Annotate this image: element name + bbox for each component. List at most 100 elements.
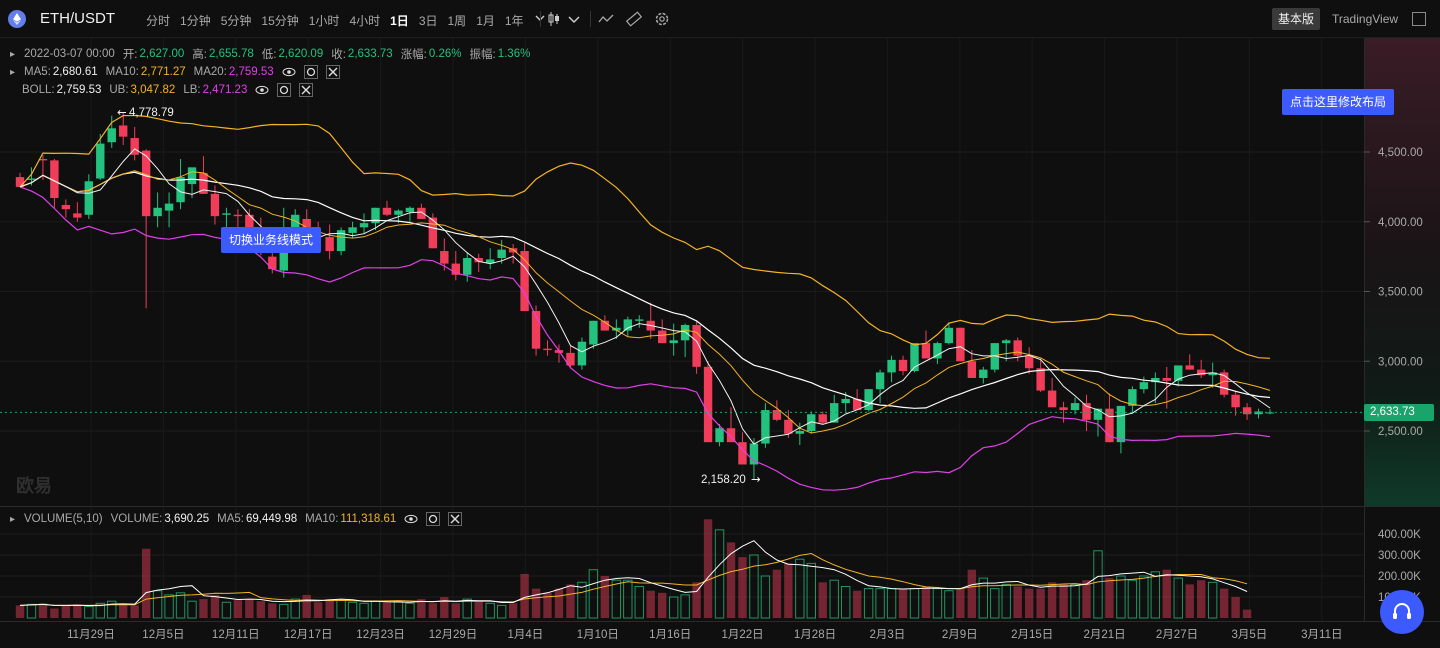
tradingview-button[interactable]: TradingView [1332,12,1399,26]
boll-mid-line [19,171,1271,409]
volume-bar [1024,588,1034,618]
volume-bar [1207,581,1218,619]
candle-body [38,158,48,161]
layout-tooltip[interactable]: 点击这里修改布局 [1282,89,1395,115]
candle-body [222,213,231,215]
symbol-title[interactable]: ETH/USDT [40,10,115,27]
interval-tab[interactable]: 1小时 [308,14,340,28]
candle-body [1070,403,1080,411]
close-value: 2,633.73 [347,48,393,60]
ma5-line [19,148,1271,445]
interval-tabs: 分时 1分钟 5分钟 15分钟 1小时 4小时 1日 3日 1周 1月 1年 [146,12,556,29]
candle-body [474,258,483,263]
interval-tab[interactable]: 1日 [390,14,409,28]
volume-bar [26,603,37,619]
chevron-down-icon[interactable] [534,12,546,29]
interval-tab[interactable]: 4小时 [349,14,381,28]
eye-icon[interactable] [404,512,418,526]
volume-bar [1059,584,1068,618]
volume-bar [347,601,358,619]
candle-body [199,172,208,194]
close-icon[interactable] [299,83,314,97]
interval-tab[interactable]: 1年 [504,14,524,28]
close-icon[interactable] [325,65,340,79]
collapse-caret-icon[interactable]: ▸ [10,513,16,525]
interval-tab[interactable]: 1月 [476,14,495,28]
ma20-value: 2,759.53 [228,66,274,78]
candle-body [1151,377,1160,383]
candle-body [864,389,873,411]
date-axis-label: 12月29日 [429,629,478,641]
volume-ma10-label: MA10: [305,513,339,525]
volume-bar [577,581,587,619]
candle-body [715,428,724,443]
volume-bar [1013,586,1022,618]
date-axis-label: 3月11日 [1301,629,1342,641]
date-axis-label: 3月5日 [1232,629,1268,641]
eye-icon[interactable] [255,83,269,97]
chevron-down-icon[interactable] [566,11,582,27]
ma20-label: MA20: [193,66,227,78]
volume-bar [875,588,885,619]
volume-bar [474,601,483,618]
volume-bar [668,596,679,619]
candle-body [738,442,747,465]
date-axis-label: 2月27日 [1156,629,1198,641]
draw-line-icon[interactable] [598,11,614,27]
volume-value: 3,690.25 [164,513,210,525]
interval-tab[interactable]: 5分钟 [220,14,252,28]
gear-icon[interactable] [426,512,441,526]
candle-body [497,249,506,259]
toolbar-divider [540,11,541,27]
fullscreen-icon[interactable] [1412,12,1426,26]
amplitude-value: 1.36% [497,48,531,60]
candle-body [841,398,850,404]
volume-bar [611,579,622,619]
basic-version-button[interactable]: 基本版 [1272,8,1321,30]
candle-body [898,359,908,372]
gear-icon[interactable] [277,83,292,97]
volume-bar [221,601,232,619]
collapse-caret-icon[interactable]: ▸ [10,48,16,60]
candle-body [1105,408,1114,443]
candle-body [348,227,357,233]
volume-bar [588,569,599,619]
candle-body [669,340,678,344]
candle-body [1024,355,1034,369]
date-axis-label: 12月23日 [356,629,405,641]
candle-type-icon[interactable] [546,11,562,27]
date-axis-label: 12月5日 [142,629,184,641]
volume-bar [1047,582,1057,618]
candle-body [187,167,197,185]
candle-date: 2022-03-07 00:00 [24,48,115,60]
support-button[interactable] [1380,590,1424,634]
ruler-icon[interactable] [625,11,643,27]
candle-body [1139,382,1149,390]
candle-body [887,359,896,373]
candle-body [784,419,793,434]
volume-bar [520,573,529,618]
volume-bar [703,519,713,618]
volume-bar [1150,571,1161,619]
interval-tab[interactable]: 1周 [447,14,467,28]
interval-tab[interactable]: 3日 [418,14,438,28]
candle-body [233,214,243,217]
business-mode-tooltip[interactable]: 切换业务线模式 [221,227,322,253]
gear-icon[interactable] [303,65,318,79]
interval-tab[interactable]: 1分钟 [180,14,211,28]
candle-body [726,428,736,443]
eye-icon[interactable] [282,65,296,79]
candle-body [818,414,827,423]
volume-bar [451,603,460,618]
interval-tab[interactable]: 分时 [146,14,171,28]
low-label: 低: [261,49,277,61]
gear-icon[interactable] [654,11,670,27]
price-axis-label: 3,000.00 [1378,356,1423,368]
interval-tab[interactable]: 15分钟 [261,14,299,28]
collapse-caret-icon[interactable]: ▸ [10,66,16,78]
close-icon[interactable] [448,512,463,526]
volume-bar [462,598,472,619]
volume-bar [1105,578,1114,618]
candle-body [463,258,472,275]
